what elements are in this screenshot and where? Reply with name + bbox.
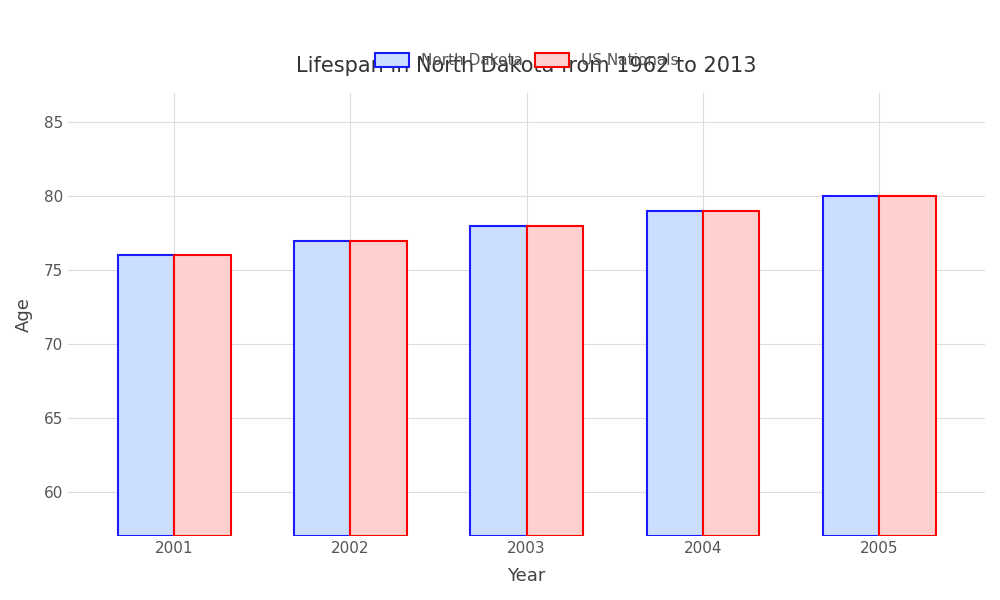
X-axis label: Year: Year bbox=[507, 567, 546, 585]
Bar bbox=[823, 196, 879, 536]
Legend: North Dakota, US Nationals: North Dakota, US Nationals bbox=[369, 47, 684, 74]
Y-axis label: Age: Age bbox=[15, 297, 33, 332]
Bar bbox=[703, 211, 759, 536]
Bar bbox=[350, 241, 407, 536]
Title: Lifespan in North Dakota from 1962 to 2013: Lifespan in North Dakota from 1962 to 20… bbox=[296, 56, 757, 76]
Bar bbox=[647, 211, 703, 536]
Bar bbox=[527, 226, 583, 536]
Bar bbox=[879, 196, 936, 536]
Bar bbox=[294, 241, 350, 536]
Bar bbox=[174, 256, 231, 536]
Bar bbox=[118, 256, 174, 536]
Bar bbox=[470, 226, 527, 536]
